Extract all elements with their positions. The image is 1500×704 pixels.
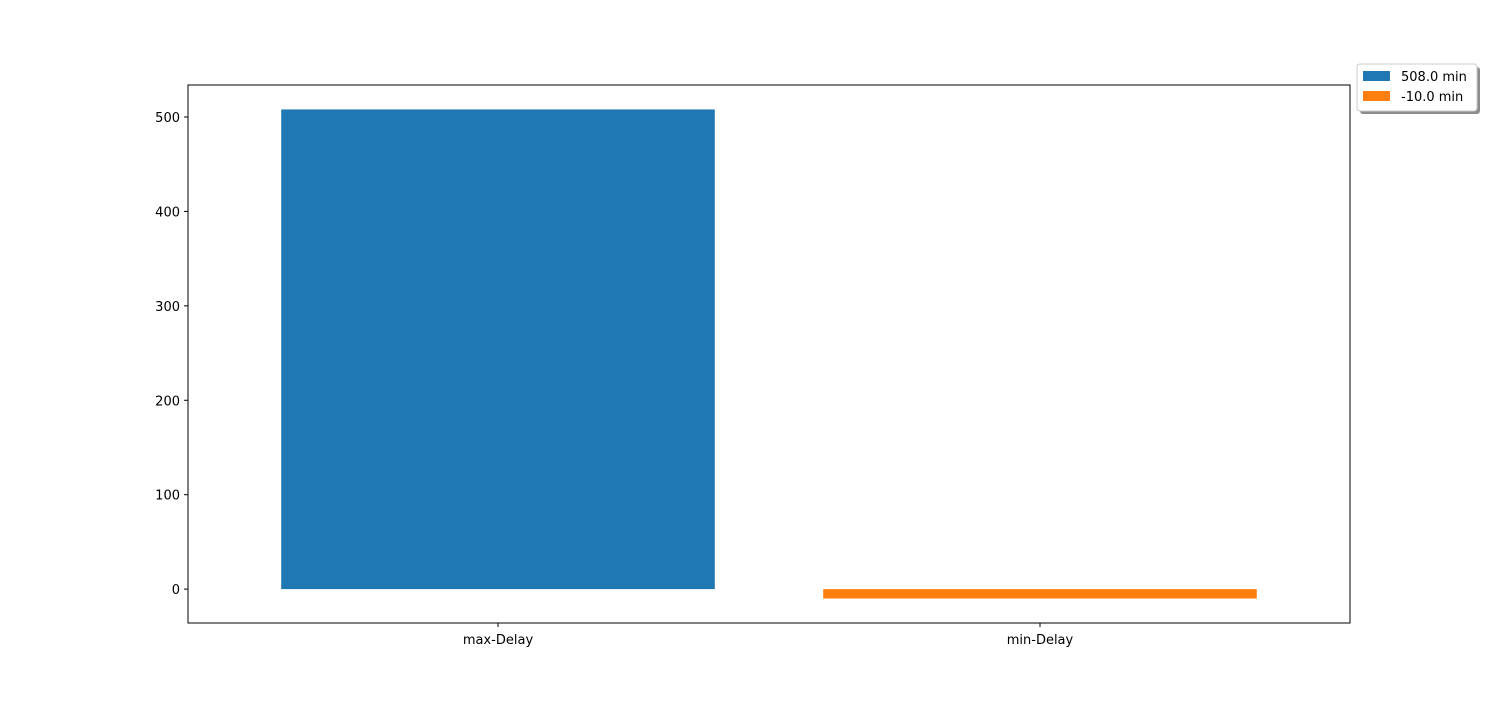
bars-layer bbox=[281, 109, 1257, 599]
bar-min-Delay bbox=[823, 589, 1257, 599]
y-tick-label: 0 bbox=[172, 583, 180, 598]
y-tick-label: 200 bbox=[155, 394, 180, 409]
bar-max-Delay bbox=[281, 109, 715, 590]
x-tick-label-min-Delay: min-Delay bbox=[1007, 633, 1074, 648]
legend-label: 508.0 min bbox=[1401, 70, 1467, 85]
axes-layer: 0 100 200 300 400 500 max-Delay min-Delay bbox=[155, 84, 1351, 648]
y-tick-label: 100 bbox=[155, 489, 180, 504]
legend-swatch bbox=[1363, 71, 1390, 81]
legend-swatch bbox=[1363, 91, 1390, 101]
legend-label: -10.0 min bbox=[1401, 90, 1463, 105]
x-tick-label-max-Delay: max-Delay bbox=[463, 633, 534, 648]
legend: 508.0 min -10.0 min bbox=[1356, 63, 1480, 114]
y-tick-label: 400 bbox=[155, 205, 180, 220]
plot-frame bbox=[187, 84, 1351, 624]
y-tick-label: 500 bbox=[155, 111, 180, 126]
y-tick-label: 300 bbox=[155, 300, 180, 315]
